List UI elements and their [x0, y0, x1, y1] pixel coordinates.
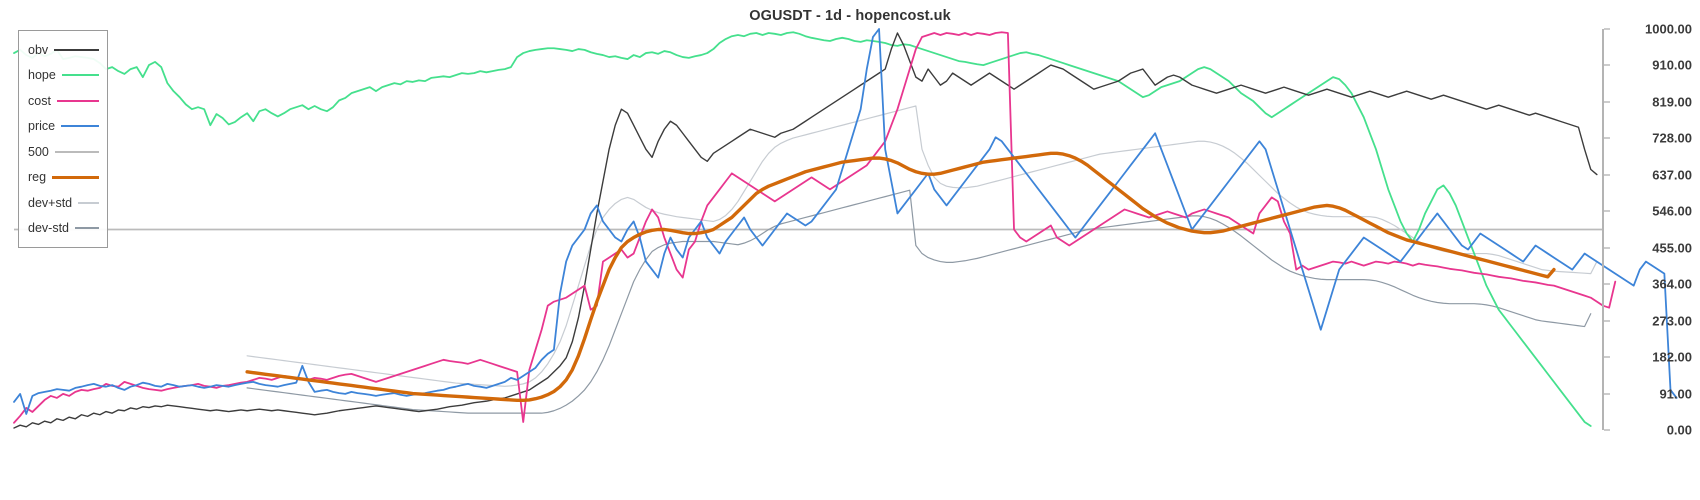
legend-item-dev-std[interactable]: dev-std — [19, 216, 107, 242]
legend-item-hope[interactable]: hope — [19, 63, 107, 89]
y-tick-label: 273.00 — [1652, 313, 1692, 329]
y-tick-mark — [1604, 64, 1610, 66]
y-tick-mark — [1604, 429, 1610, 431]
legend-swatch-reg — [52, 175, 99, 179]
y-tick-mark — [1604, 174, 1610, 176]
legend-item-price[interactable]: price — [19, 114, 107, 140]
y-tick-mark — [1604, 356, 1610, 358]
legend-swatch-obv — [54, 48, 99, 51]
y-tick-mark — [1604, 101, 1610, 103]
legend-item-500[interactable]: 500 — [19, 139, 107, 165]
y-tick-label: 1000.00 — [1645, 21, 1692, 37]
legend-label: obv — [28, 42, 49, 57]
y-tick-mark — [1604, 210, 1610, 212]
y-tick-label: 0.00 — [1666, 422, 1692, 438]
chart-legend: obv hope cost price 500 reg dev+std dev-std — [18, 30, 108, 248]
legend-item-dev-std[interactable]: dev+std — [19, 190, 107, 216]
y-tick-mark — [1604, 320, 1610, 322]
legend-swatch-price — [61, 125, 99, 128]
legend-item-reg[interactable]: reg — [19, 165, 107, 191]
series-line-price — [13, 28, 1678, 415]
y-tick-mark — [1604, 137, 1610, 139]
y-tick-label: 182.00 — [1652, 349, 1692, 365]
series-line-obv — [13, 32, 1598, 429]
y-tick-label: 819.00 — [1652, 94, 1692, 110]
y-tick-label: 910.00 — [1652, 57, 1692, 73]
legend-label: price — [28, 119, 56, 134]
legend-label: dev+std — [28, 195, 73, 210]
legend-item-cost[interactable]: cost — [19, 88, 107, 114]
y-tick-label: 728.00 — [1652, 130, 1692, 146]
legend-swatch-dev-std — [78, 201, 99, 204]
y-tick-mark — [1604, 28, 1610, 30]
legend-label: dev-std — [28, 221, 69, 236]
y-tick-mark — [1604, 247, 1610, 249]
y-axis: 1000.00 910.00 819.00 728.00 637.00 546.00 455… — [1604, 0, 1696, 500]
chart-title: OGUSDT - 1d - hopencost.uk — [749, 8, 951, 24]
series-group — [13, 28, 1678, 429]
series-line-reg — [245, 151, 1556, 403]
legend-item-obv[interactable]: obv — [19, 37, 107, 63]
y-tick-label: 91.00 — [1659, 386, 1692, 401]
legend-swatch-hope — [61, 74, 99, 77]
y-tick-mark — [1604, 393, 1610, 394]
legend-swatch-dev-std — [75, 227, 99, 230]
legend-label: cost — [28, 93, 51, 108]
series-line-dev+std — [246, 105, 1598, 387]
legend-swatch-500 — [54, 150, 99, 153]
y-tick-mark — [1604, 283, 1610, 285]
y-tick-label: 637.00 — [1652, 167, 1692, 183]
legend-label: 500 — [28, 144, 49, 159]
y-tick-label: 546.00 — [1652, 203, 1692, 219]
y-tick-label: 455.00 — [1652, 240, 1692, 256]
series-line-dev-std — [246, 189, 1592, 414]
y-tick-label: 364.00 — [1652, 276, 1692, 292]
legend-label: hope — [28, 68, 56, 83]
series-line-hope — [13, 31, 1592, 427]
legend-swatch-cost — [56, 99, 99, 102]
legend-label: reg — [28, 170, 47, 185]
